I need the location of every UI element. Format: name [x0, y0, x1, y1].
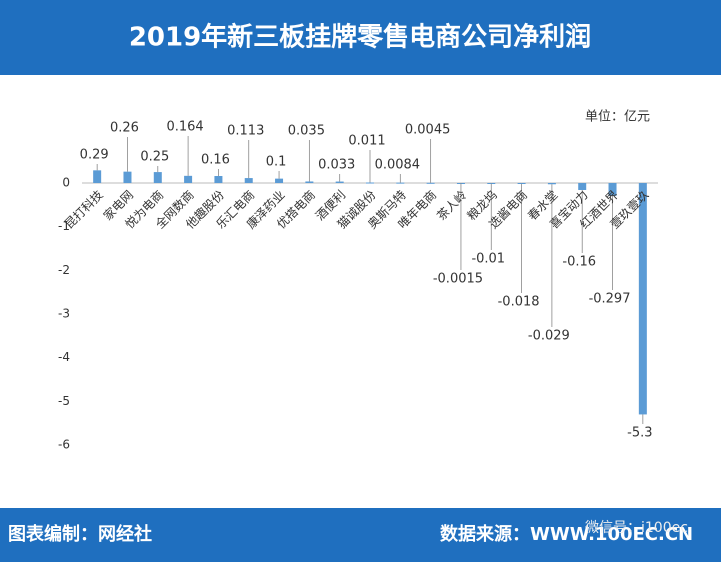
value-label: -0.01	[471, 252, 505, 267]
bar	[123, 171, 132, 183]
y-tick-label: 0	[62, 176, 70, 190]
value-label: -5.3	[627, 426, 652, 441]
bar	[305, 181, 314, 183]
value-label: 0.113	[227, 124, 264, 139]
bar	[93, 170, 102, 183]
value-label: 0.25	[140, 150, 169, 165]
value-label: -0.018	[498, 295, 540, 310]
x-tick-label: 茶人岭	[433, 187, 469, 223]
value-label: -0.029	[528, 329, 570, 344]
bar	[396, 182, 405, 184]
y-tick-label: -4	[58, 350, 70, 364]
bar	[517, 183, 526, 184]
value-label: 0.0084	[375, 158, 421, 173]
bar	[608, 183, 617, 196]
header-band	[0, 0, 721, 75]
value-label: 0.011	[348, 134, 385, 149]
value-label: 0.26	[110, 121, 139, 136]
bar	[335, 181, 344, 183]
value-label: 0.164	[166, 120, 203, 135]
bar	[153, 172, 162, 183]
y-tick-label: -3	[58, 307, 70, 321]
y-tick-label: -1	[58, 219, 70, 233]
value-label: 0.035	[288, 124, 325, 139]
bar	[244, 178, 253, 183]
value-label: 0.16	[201, 153, 230, 168]
footer-band	[0, 508, 721, 562]
footer-wechat: 微信号：i100ec	[585, 520, 688, 536]
value-label: 0.033	[318, 158, 355, 173]
value-label: 0.29	[80, 148, 109, 163]
y-tick-label: -2	[58, 263, 70, 277]
y-tick-label: -5	[58, 394, 70, 408]
bar	[275, 178, 284, 183]
bar	[214, 176, 223, 183]
value-label: 0.1	[266, 155, 287, 170]
unit-label: 单位：亿元	[585, 110, 650, 125]
y-tick-label: -6	[58, 438, 70, 452]
bar	[426, 182, 435, 184]
bar	[578, 183, 587, 190]
value-label: 0.0045	[405, 123, 451, 138]
bar	[184, 175, 193, 183]
footer-right: 数据来源：WWW.100EC.CN	[440, 523, 693, 545]
chart-title: 2019年新三板挂牌零售电商公司净利润	[129, 22, 591, 53]
bar	[547, 183, 556, 185]
footer-left: 图表编制：网经社	[8, 523, 152, 545]
bar	[638, 183, 647, 415]
x-tick-label: 昆打科技	[62, 188, 106, 232]
bar	[366, 182, 374, 184]
value-label: -0.16	[562, 255, 596, 270]
value-label: -0.0015	[433, 272, 483, 287]
value-label: -0.297	[589, 292, 631, 307]
